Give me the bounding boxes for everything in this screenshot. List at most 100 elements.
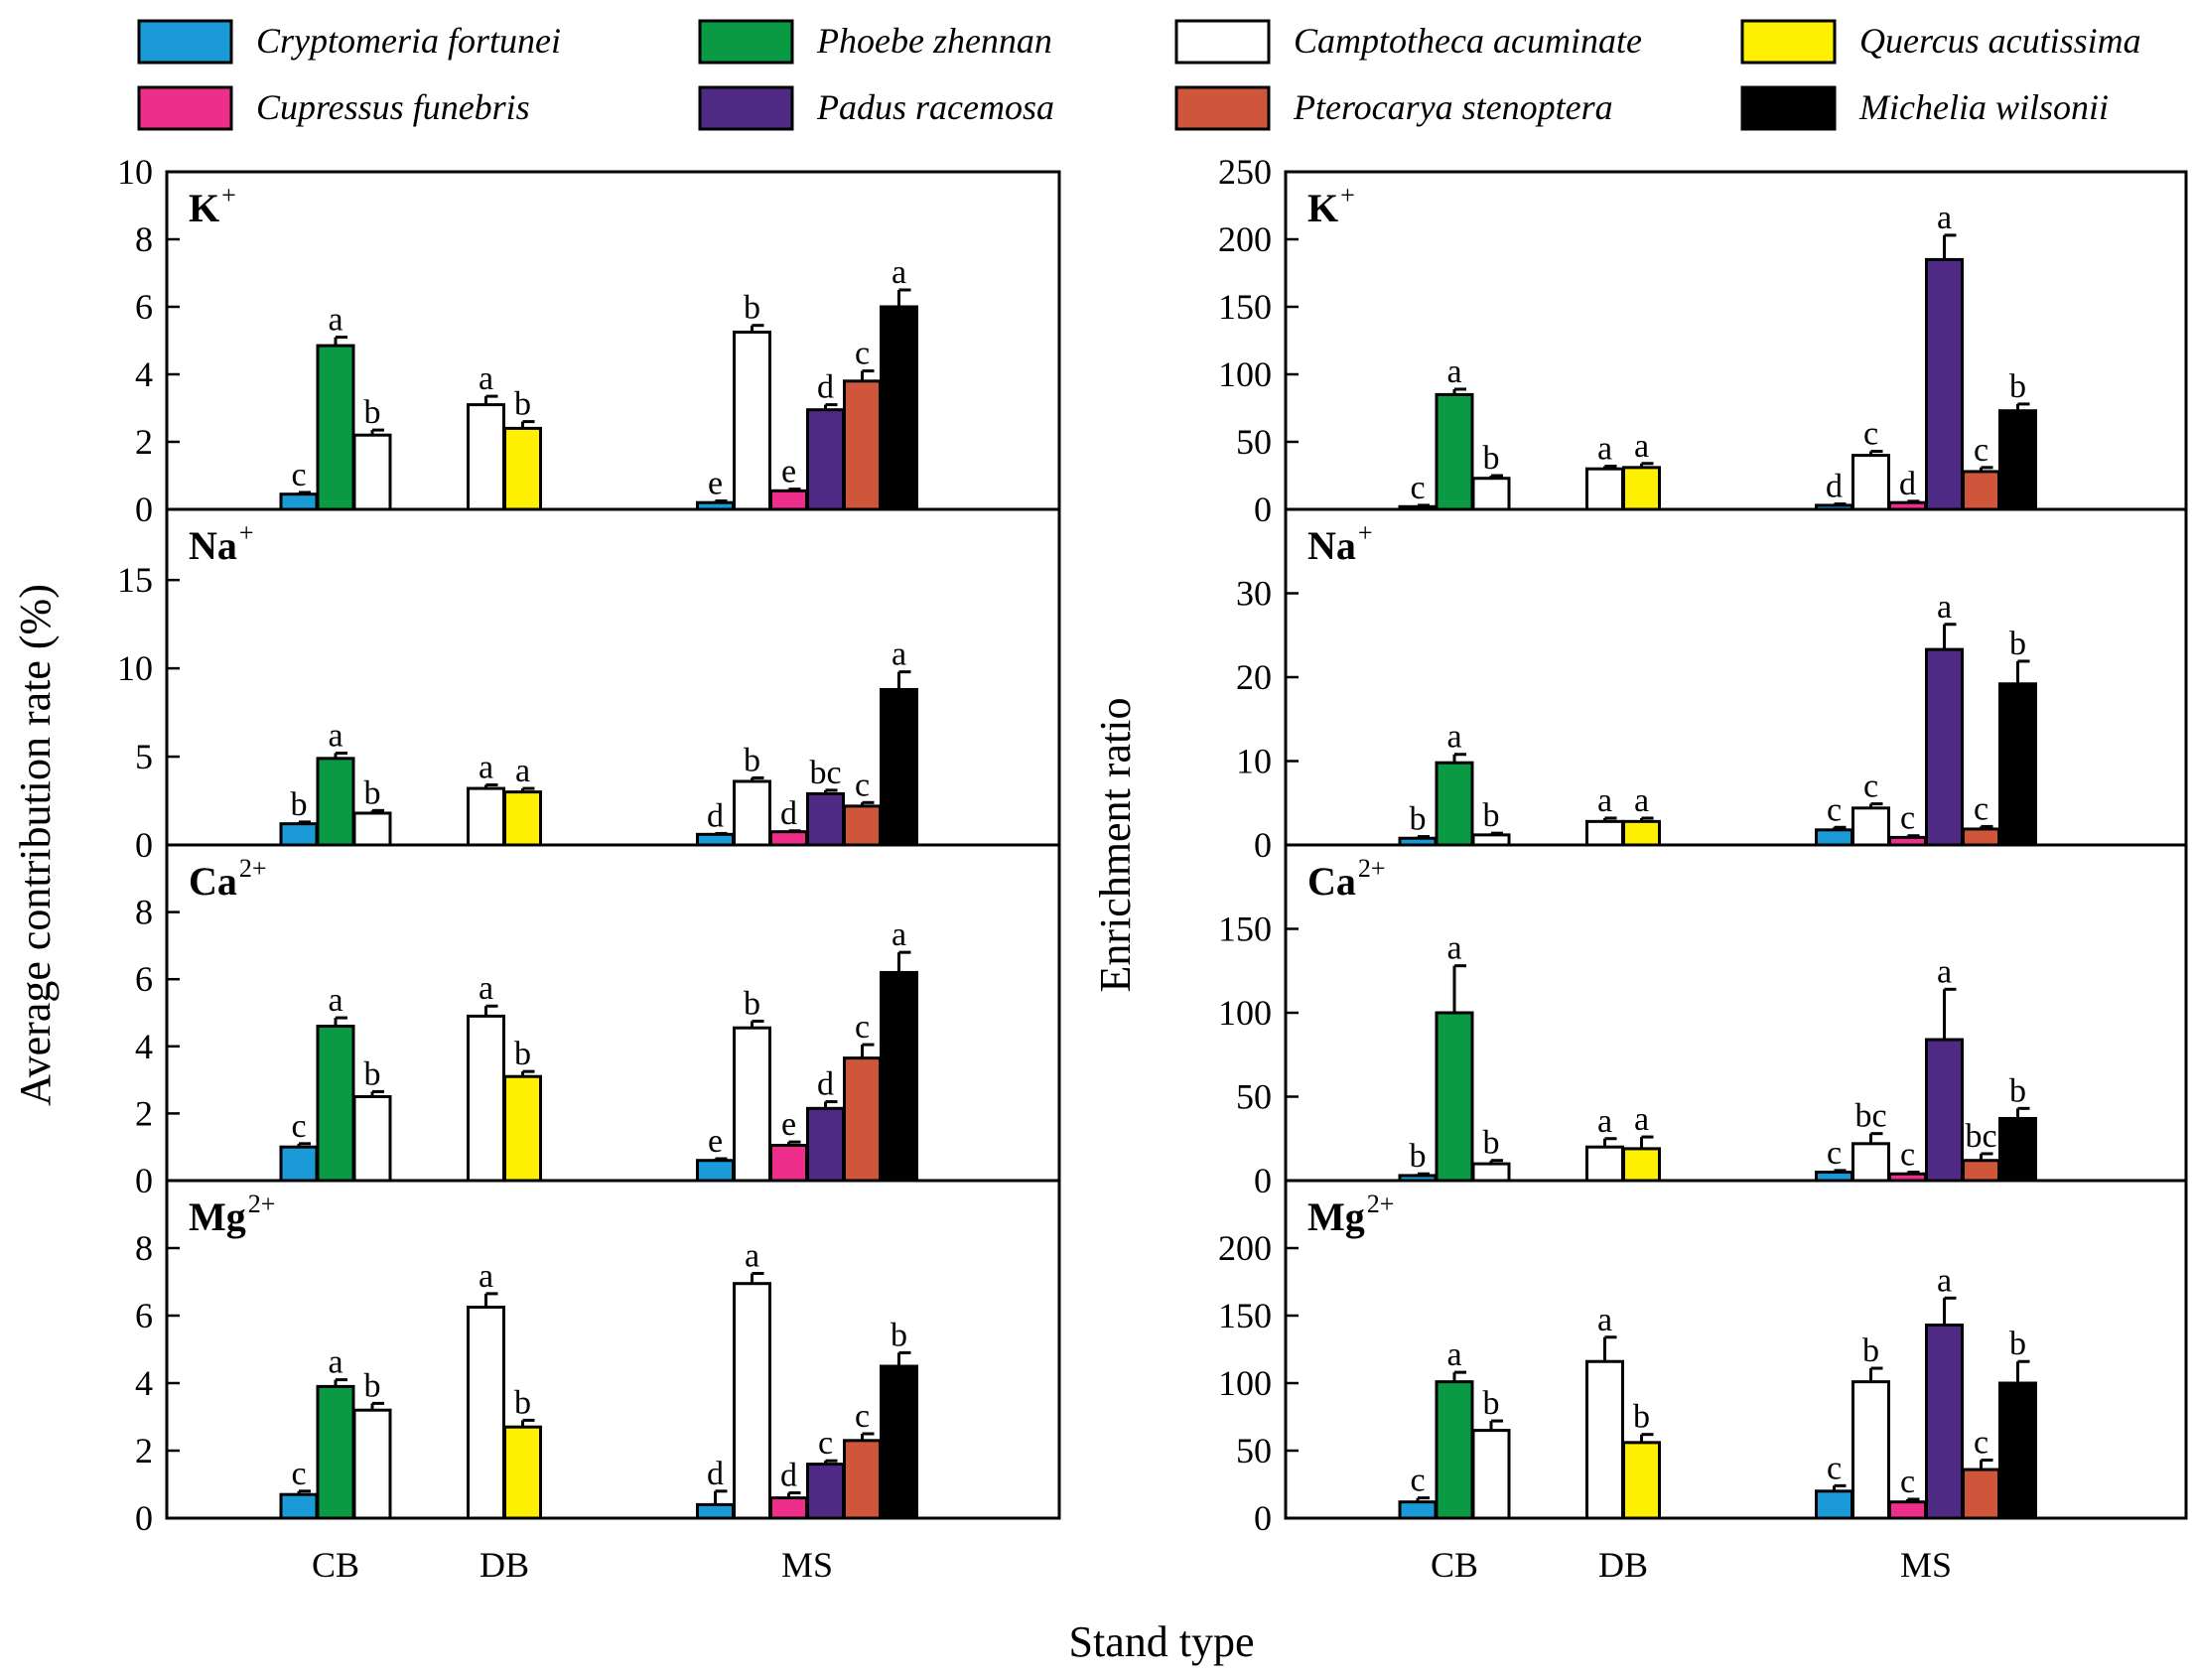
bar [279, 822, 319, 847]
ion-charge: 2+ [248, 1190, 276, 1218]
panel-ion-label: Ca2+ [189, 854, 267, 904]
significance-letter: b [1483, 1385, 1500, 1422]
significance-letter: c [818, 1425, 833, 1462]
bar [1962, 470, 2000, 511]
y-axis-title: Average contribution rate (%) [11, 584, 60, 1106]
bar [843, 1056, 882, 1183]
bar-group: a [467, 1258, 505, 1520]
significance-letter: a [1937, 200, 1952, 236]
x-axis-title: Stand type [1069, 1617, 1255, 1666]
significance-letter: b [1483, 440, 1500, 477]
bar-group: c [843, 336, 882, 511]
significance-letter: c [1827, 1450, 1842, 1486]
bar-group: d [769, 1458, 808, 1520]
bar-group: a [733, 1238, 771, 1520]
ion-symbol: K [189, 186, 219, 230]
significance-letter: b [2009, 368, 2026, 405]
significance-letter: b [891, 1317, 907, 1353]
significance-letter: b [2009, 626, 2026, 662]
bar [316, 1025, 355, 1183]
significance-letter: b [514, 1384, 531, 1421]
y-tick-label: 200 [1218, 219, 1272, 259]
bar [1925, 1038, 1964, 1183]
significance-letter: b [514, 386, 531, 423]
bar [316, 344, 355, 511]
bar [467, 1014, 505, 1183]
y-tick-label: 15 [117, 560, 153, 600]
significance-letter: c [1900, 800, 1915, 837]
bar [1925, 1324, 1964, 1520]
bar [1851, 1380, 1890, 1520]
bar-group: a [1622, 428, 1661, 511]
bar-group: a [880, 254, 918, 511]
bar [316, 757, 355, 847]
bar-group: c [1888, 1137, 1927, 1183]
y-tick-label: 150 [1218, 1296, 1272, 1335]
bar-group: c [843, 1398, 882, 1520]
significance-letter: b [364, 1367, 381, 1404]
bar [733, 1282, 771, 1520]
bar [1471, 1429, 1511, 1520]
bar [1851, 806, 1890, 847]
ion-symbol: Ca [189, 859, 237, 904]
panel-ion-label: Ca2+ [1307, 854, 1386, 904]
bar-group: e [769, 454, 808, 511]
bar [1962, 1468, 2000, 1520]
bar-group: c [1815, 791, 1853, 847]
legend-label: Cupressus funebris [256, 87, 530, 127]
bar [1585, 819, 1624, 847]
bar [769, 830, 808, 847]
y-tick-label: 2 [135, 1093, 153, 1133]
significance-letter: c [1410, 1463, 1425, 1499]
significance-letter: a [1634, 782, 1649, 819]
bar [279, 1492, 319, 1520]
bar-group: b [352, 394, 392, 511]
bar [1622, 466, 1661, 511]
bar-group: c [1851, 416, 1890, 511]
significance-letter: c [1900, 1137, 1915, 1174]
bar-group: b [1998, 1072, 2037, 1183]
significance-letter: c [1974, 790, 1988, 827]
ion-symbol: K [1307, 186, 1338, 230]
significance-letter: a [328, 1344, 343, 1381]
bar-group: b [1471, 797, 1511, 847]
legend-item: Camptotheca acuminate [1174, 19, 1642, 65]
ion-charge: 2+ [239, 854, 267, 883]
bar-group: b [503, 386, 542, 511]
legend-label: Camptotheca acuminate [1294, 21, 1642, 61]
ion-charge: + [1358, 518, 1373, 547]
bar [467, 403, 505, 511]
significance-letter: c [1863, 416, 1878, 453]
bar-group: b [733, 290, 771, 511]
bar [696, 1159, 735, 1183]
bar [1998, 1381, 2037, 1520]
panel-ion-label: Mg2+ [189, 1190, 275, 1239]
x-tick-label: CB [1431, 1545, 1478, 1585]
bar [1925, 257, 1964, 511]
bar-group: b [1398, 1138, 1438, 1183]
significance-letter: b [291, 786, 308, 823]
significance-letter: c [1410, 470, 1425, 506]
bar [1888, 1500, 1927, 1520]
significance-letter: b [1483, 1125, 1500, 1162]
bar [1815, 828, 1853, 847]
significance-letter: e [708, 466, 723, 502]
legend-label: Cryptomeria fortunei [256, 21, 561, 61]
bar-group: a [1925, 200, 1964, 511]
bar [769, 489, 808, 511]
bar-group: c [843, 767, 882, 847]
bar-group: b [1998, 368, 2037, 511]
significance-letter: c [1974, 432, 1988, 469]
bar [696, 1502, 735, 1520]
bar-group: a [1435, 1336, 1474, 1520]
bar-group: a [503, 753, 542, 847]
bar [279, 492, 319, 511]
bar [1851, 454, 1890, 511]
y-axis-title: Enrichment ratio [1091, 698, 1140, 993]
bar [1622, 1147, 1661, 1183]
y-tick-label: 0 [135, 825, 153, 865]
y-tick-label: 250 [1218, 152, 1272, 192]
